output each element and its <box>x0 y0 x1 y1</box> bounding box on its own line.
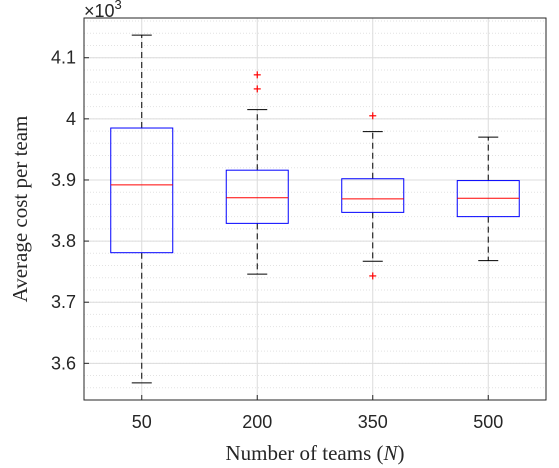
y-exponent-base: ×10 <box>84 1 115 21</box>
plot-frame <box>83 17 547 401</box>
box-iqr <box>341 178 405 213</box>
y-tick-label: 3.9 <box>51 170 76 190</box>
box-iqr <box>225 169 289 224</box>
box-500 <box>456 136 520 262</box>
y-tick-label: 3.7 <box>51 292 76 312</box>
outlier-marker <box>369 272 377 280</box>
x-axis-label-text: Number of teams <box>225 441 376 465</box>
box-50 <box>110 34 174 384</box>
tick-layer: 3.6 3.7 3.8 3.9 4 4.1 50 200 350 500 <box>51 48 503 432</box>
y-exponent-power: 3 <box>115 0 122 12</box>
y-tick-label: 3.8 <box>51 231 76 251</box>
x-tick-label: 50 <box>132 412 152 432</box>
x-tick-label: 500 <box>473 412 503 432</box>
box-layer <box>110 34 520 384</box>
outlier-marker <box>253 71 261 79</box>
x-tick-label: 200 <box>242 412 272 432</box>
x-axis-label-variable: N <box>383 441 399 465</box>
y-tick-label: 4 <box>66 109 76 129</box>
outlier-marker <box>369 112 377 120</box>
x-axis-label: Number of teams (N) <box>225 441 404 465</box>
y-tick-label: 3.6 <box>51 353 76 373</box>
box-350 <box>341 112 405 280</box>
y-axis-exponent: ×103 <box>84 0 122 21</box>
box-200 <box>225 71 289 275</box>
grid-layer <box>84 18 546 401</box>
x-tick-label: 350 <box>358 412 388 432</box>
box-iqr <box>110 127 174 254</box>
outlier-marker <box>253 85 261 93</box>
y-tick-label: 4.1 <box>51 48 76 68</box>
y-axis-label: Average cost per team <box>8 116 32 303</box>
